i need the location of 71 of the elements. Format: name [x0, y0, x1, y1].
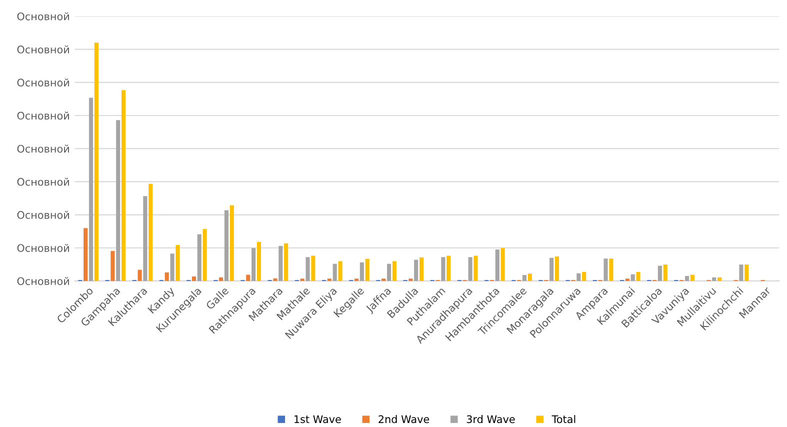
bar — [170, 254, 174, 281]
bar — [712, 277, 716, 281]
bar — [230, 205, 234, 281]
bar — [658, 266, 662, 281]
bar — [338, 261, 342, 281]
bar — [224, 210, 229, 281]
bar — [528, 274, 532, 281]
text: Основной — [17, 277, 69, 286]
bar — [278, 246, 283, 281]
bar — [202, 229, 207, 281]
legend-label: 3rd Wave — [466, 415, 515, 424]
bar — [311, 256, 316, 281]
bar — [273, 278, 278, 281]
bar — [554, 256, 560, 281]
bar — [365, 258, 370, 281]
bar — [332, 264, 337, 281]
bar — [609, 258, 614, 281]
bar — [495, 250, 500, 281]
bar — [630, 274, 635, 281]
bar — [219, 277, 224, 281]
text: Основной — [17, 244, 69, 252]
bar — [582, 272, 586, 281]
bar — [256, 242, 262, 281]
bar — [604, 258, 608, 281]
bar — [306, 257, 310, 281]
text: Основной — [17, 12, 69, 20]
legend-label: 1st Wave — [294, 415, 341, 424]
legend-label: Total — [552, 415, 576, 424]
bar — [121, 90, 126, 281]
legend-label: 2nd Wave — [378, 415, 430, 424]
bar — [143, 196, 148, 281]
bar — [94, 42, 98, 281]
bar — [576, 273, 581, 281]
text: Основной — [17, 45, 69, 54]
bar — [246, 274, 250, 281]
text: Основной — [17, 178, 69, 186]
bar — [148, 184, 153, 281]
bar — [284, 243, 288, 281]
text: Основной — [17, 112, 69, 120]
bar — [684, 276, 690, 281]
bar — [663, 264, 668, 281]
bar — [176, 244, 180, 281]
bar — [446, 256, 451, 281]
text: Основной — [17, 78, 69, 87]
bar — [500, 248, 505, 281]
bar — [468, 257, 472, 281]
bar — [110, 250, 115, 281]
bar — [744, 264, 749, 281]
bar — [197, 234, 202, 281]
bar — [360, 262, 364, 281]
bar — [252, 248, 256, 281]
bar — [116, 120, 120, 281]
bar — [392, 261, 396, 281]
bar — [386, 264, 392, 281]
bar — [739, 264, 744, 281]
bar — [88, 98, 94, 281]
bar — [522, 275, 527, 281]
bar — [192, 276, 196, 281]
bar — [414, 260, 418, 281]
bar — [419, 257, 424, 281]
bar — [84, 228, 88, 281]
bar — [550, 258, 554, 281]
bar — [718, 277, 722, 281]
bar — [164, 272, 169, 281]
bar — [690, 274, 694, 281]
bar — [636, 272, 640, 281]
text: Основной — [17, 144, 69, 153]
bar — [441, 257, 446, 281]
bar — [138, 270, 142, 281]
text: Основной — [17, 210, 69, 219]
bar — [474, 256, 478, 281]
